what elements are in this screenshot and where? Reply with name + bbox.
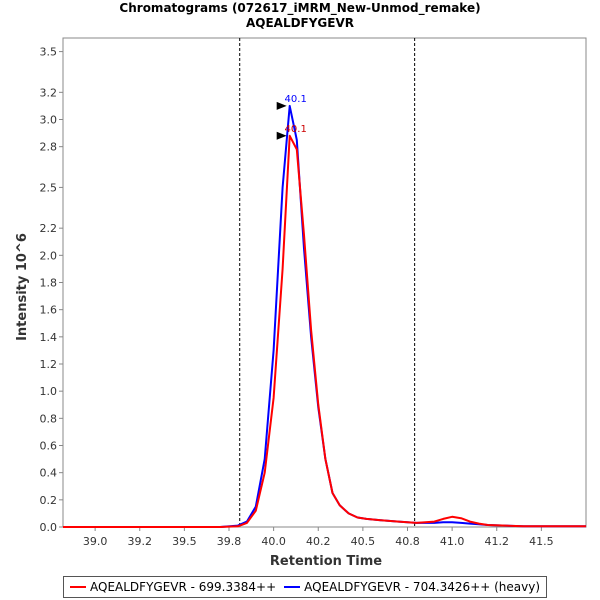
x-axis: 39.0 39.2 39.5 39.8 40.0 40.2 40.5 40.8 41.0 41.2… — [83, 527, 554, 548]
x-tick-label: 41.5 — [529, 535, 554, 548]
peak-annotations: 40.1 40.1 — [276, 94, 307, 140]
peak-label: 40.1 — [285, 124, 307, 135]
x-tick-label: 41.2 — [485, 535, 510, 548]
y-tick-label: 2.8 — [40, 141, 58, 154]
legend-item-light: AQEALDFYGEVR - 699.3384++ — [70, 580, 276, 594]
legend-item-heavy: AQEALDFYGEVR - 704.3426++ (heavy) — [284, 580, 540, 594]
y-tick-label: 3.5 — [40, 46, 58, 59]
legend-swatch-heavy — [284, 586, 301, 588]
peak-label: 40.1 — [285, 94, 307, 105]
y-tick-label: 3.2 — [40, 86, 58, 99]
chart-title: Chromatograms (072617_iMRM_New-Unmod_rem… — [119, 1, 480, 16]
legend-swatch-light — [70, 586, 86, 588]
y-tick-label: 0.0 — [40, 521, 58, 534]
y-tick-label: 1.8 — [40, 277, 58, 290]
y-axis-label: Intensity 10^6 — [15, 233, 30, 341]
y-tick-label: 1.0 — [40, 385, 58, 398]
y-tick-label: 2.0 — [40, 249, 58, 262]
x-tick-label: 41.0 — [440, 535, 465, 548]
legend-label-light: AQEALDFYGEVR - 699.3384++ — [90, 580, 277, 594]
y-tick-label: 1.4 — [40, 331, 58, 344]
x-axis-label: Retention Time — [270, 554, 382, 569]
legend: AQEALDFYGEVR - 699.3384++ AQEALDFYGEVR -… — [63, 576, 548, 598]
y-tick-label: 0.2 — [40, 494, 58, 507]
legend-label-heavy: AQEALDFYGEVR - 704.3426++ (heavy) — [304, 580, 541, 594]
y-axis: 0.0 0.2 0.4 0.6 0.8 1.0 1.2 1.4 1.6 1.8 2.0 2.2 2.5 2… — [40, 46, 63, 534]
x-tick-label: 40.0 — [261, 535, 286, 548]
y-tick-label: 0.6 — [40, 440, 58, 453]
peak-arrow-icon — [276, 131, 287, 140]
y-tick-label: 2.2 — [40, 222, 58, 235]
peak-arrow-icon — [276, 101, 287, 110]
y-tick-label: 3.0 — [40, 114, 58, 127]
y-tick-label: 0.4 — [40, 467, 58, 480]
chart-subtitle: AQEALDFYGEVR — [246, 16, 354, 30]
y-tick-label: 1.6 — [40, 304, 58, 317]
x-tick-label: 39.0 — [83, 535, 108, 548]
x-tick-label: 40.2 — [306, 535, 331, 548]
x-tick-label: 39.5 — [172, 535, 197, 548]
x-tick-label: 39.8 — [217, 535, 242, 548]
series-line — [63, 134, 586, 528]
x-tick-label: 40.5 — [351, 535, 376, 548]
y-tick-label: 0.8 — [40, 412, 58, 425]
x-tick-label: 39.2 — [128, 535, 153, 548]
y-tick-label: 2.5 — [40, 181, 58, 194]
y-tick-label: 1.2 — [40, 358, 58, 371]
integration-boundaries — [239, 38, 416, 527]
series-group — [63, 104, 586, 528]
x-tick-label: 40.8 — [395, 535, 420, 548]
